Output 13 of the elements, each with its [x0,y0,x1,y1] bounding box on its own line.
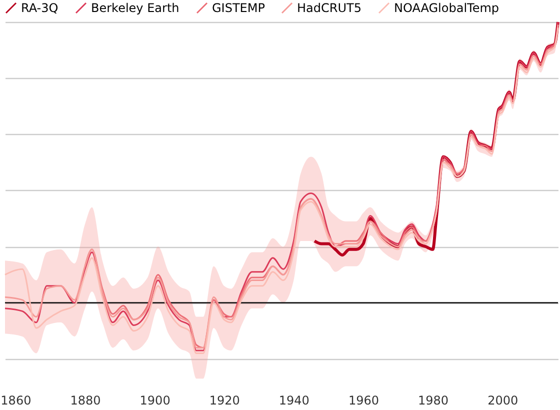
x-tick-label: 1920 [209,394,240,408]
legend-label: RA-3Q [21,1,58,15]
x-tick-label: 2000 [488,394,518,408]
x-tick-label: 1900 [140,394,170,408]
x-tick-label: 1940 [278,394,310,408]
x-tick-label: 1880 [70,394,101,408]
legend-label: Berkeley Earth [91,1,180,15]
x-tick-label: 1960 [348,394,380,408]
legend-label: NOAAGlobalTemp [394,1,500,15]
x-tick-label: 1860 [0,394,32,408]
x-tick-label: 1980 [418,394,449,408]
legend-label: GISTEMP [212,1,265,15]
legend-label: HadCRUT5 [297,1,362,15]
